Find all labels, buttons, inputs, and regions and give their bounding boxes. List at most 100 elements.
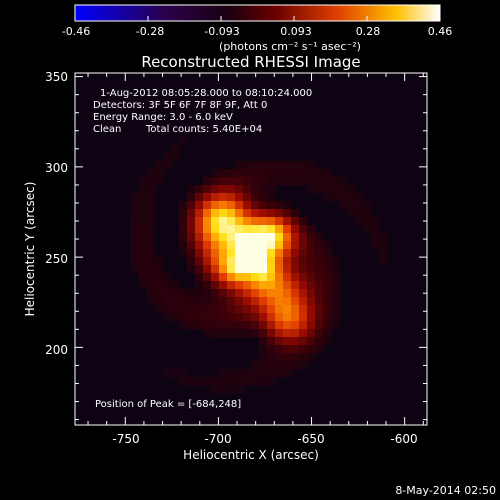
image-pixel bbox=[147, 169, 156, 178]
image-pixel bbox=[299, 353, 308, 362]
image-pixel bbox=[323, 241, 332, 250]
image-pixel bbox=[347, 193, 356, 202]
image-pixel bbox=[259, 321, 268, 330]
image-pixel bbox=[291, 305, 300, 314]
image-pixel bbox=[307, 265, 316, 274]
image-pixel bbox=[219, 257, 228, 266]
image-pixel bbox=[323, 321, 332, 330]
image-pixel bbox=[299, 177, 308, 186]
image-pixel bbox=[195, 233, 204, 242]
image-pixel bbox=[211, 249, 220, 258]
image-pixel bbox=[163, 305, 172, 314]
image-pixel bbox=[299, 289, 308, 298]
image-pixel bbox=[155, 265, 164, 274]
image-pixel bbox=[211, 233, 220, 242]
image-pixel bbox=[243, 249, 252, 258]
image-pixel bbox=[331, 305, 340, 314]
image-pixel bbox=[227, 297, 236, 306]
image-pixel bbox=[243, 257, 252, 266]
image-pixel bbox=[323, 249, 332, 258]
image-pixel bbox=[179, 233, 188, 242]
image-pixel bbox=[307, 297, 316, 306]
image-pixel bbox=[227, 321, 236, 330]
image-pixel bbox=[227, 257, 236, 266]
image-pixel bbox=[235, 185, 244, 194]
image-pixel bbox=[243, 281, 252, 290]
image-pixel bbox=[283, 337, 292, 346]
image-pixel bbox=[251, 377, 260, 386]
image-pixel bbox=[275, 369, 284, 378]
image-pixel bbox=[155, 273, 164, 282]
image-pixel bbox=[211, 241, 220, 250]
image-pixel bbox=[211, 257, 220, 266]
image-pixel bbox=[251, 185, 260, 194]
image-pixel bbox=[139, 209, 148, 218]
image-pixel bbox=[275, 289, 284, 298]
image-pixel bbox=[147, 185, 156, 194]
image-pixel bbox=[267, 369, 276, 378]
image-pixel bbox=[259, 249, 268, 258]
image-pixel bbox=[139, 177, 148, 186]
image-pixel bbox=[267, 249, 276, 258]
image-pixel bbox=[275, 313, 284, 322]
image-pixel bbox=[267, 353, 276, 362]
image-pixel bbox=[283, 321, 292, 330]
image-pixel bbox=[331, 313, 340, 322]
image-pixel bbox=[243, 225, 252, 234]
image-pixel bbox=[251, 249, 260, 258]
image-pixel bbox=[283, 289, 292, 298]
image-pixel bbox=[275, 241, 284, 250]
image-pixel bbox=[219, 217, 228, 226]
image-pixel bbox=[243, 185, 252, 194]
colorbar-gradient bbox=[75, 5, 440, 21]
image-pixel bbox=[371, 225, 380, 234]
image-pixel bbox=[251, 257, 260, 266]
image-pixel bbox=[219, 241, 228, 250]
image-pixel bbox=[235, 161, 244, 170]
image-pixel bbox=[299, 329, 308, 338]
image-pixel bbox=[235, 313, 244, 322]
image-pixel bbox=[211, 193, 220, 202]
image-pixel bbox=[131, 225, 140, 234]
image-pixel bbox=[163, 281, 172, 290]
image-pixel bbox=[307, 257, 316, 266]
image-pixel bbox=[227, 249, 236, 258]
image-pixel bbox=[283, 345, 292, 354]
image-pixel bbox=[211, 313, 220, 322]
image-pixel bbox=[259, 345, 268, 354]
image-pixel bbox=[275, 217, 284, 226]
image-pixel bbox=[307, 185, 316, 194]
image-pixel bbox=[275, 257, 284, 266]
image-pixel bbox=[307, 313, 316, 322]
image-pixel bbox=[219, 377, 228, 386]
image-pixel bbox=[275, 273, 284, 282]
image-pixel bbox=[275, 161, 284, 170]
image-pixel bbox=[203, 305, 212, 314]
image-pixel bbox=[235, 257, 244, 266]
image-pixel bbox=[267, 233, 276, 242]
image-pixel bbox=[267, 305, 276, 314]
image-pixel bbox=[363, 225, 372, 234]
image-pixel bbox=[251, 193, 260, 202]
image-pixel bbox=[323, 337, 332, 346]
image-pixel bbox=[267, 329, 276, 338]
image-pixel bbox=[179, 241, 188, 250]
image-pixel bbox=[379, 257, 388, 266]
image-pixel bbox=[227, 369, 236, 378]
image-pixel bbox=[243, 161, 252, 170]
image-pixel bbox=[307, 329, 316, 338]
image-pixel bbox=[291, 289, 300, 298]
image-pixel bbox=[251, 281, 260, 290]
image-pixel bbox=[259, 361, 268, 370]
image-pixel bbox=[363, 217, 372, 226]
image-pixel bbox=[275, 233, 284, 242]
x-tick-label: -650 bbox=[297, 432, 324, 446]
image-pixel bbox=[267, 345, 276, 354]
plot-frame bbox=[74, 72, 428, 426]
image-pixel bbox=[227, 225, 236, 234]
image-pixels bbox=[131, 137, 388, 394]
image-pixel bbox=[283, 217, 292, 226]
image-pixel bbox=[131, 209, 140, 218]
image-pixel bbox=[315, 257, 324, 266]
image-pixel bbox=[267, 265, 276, 274]
